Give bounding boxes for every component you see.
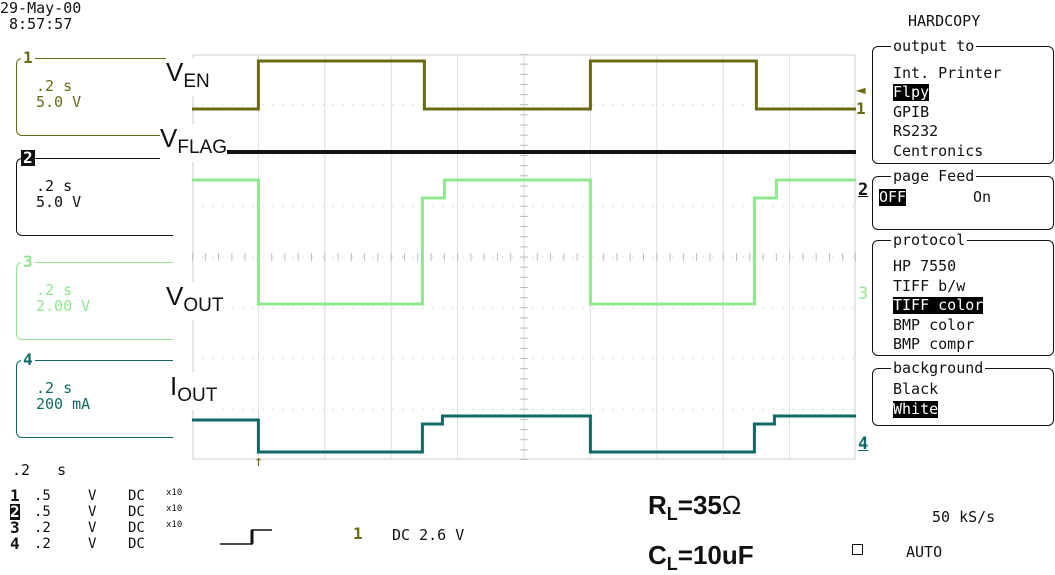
protocol-tiff-color[interactable]: TIFF color [893,296,984,314]
trace-marker-2: 2 [858,180,869,200]
channel-row-2-number: 2 [10,502,20,521]
trigger-channel: 1 [353,524,363,543]
channel-2-box[interactable]: 2 .2 s 5.0 V [16,150,173,236]
output-to-group: output to Int. Printer Flpy GPIB RS232 C… [872,37,1054,164]
acquisition-mode: AUTO [906,543,943,561]
trace-marker-1: ◄ 1 [856,80,866,118]
cl-annotation: CL=10uF [648,540,754,574]
background-white[interactable]: White [893,400,939,418]
channel-row-1-coupling: DC [128,488,145,504]
channel-2-scale: 5.0 V [36,193,82,211]
channel-row-3-volts: .2 [34,520,51,536]
channel-row-1-probe: x10 [166,488,183,498]
channel-2-number: 2 [21,148,35,167]
protocol-hp7550[interactable]: HP 7550 [893,257,957,275]
trigger-position-arrow: ↑ [254,452,264,470]
output-to-title: output to [891,37,977,55]
time-text: 8:57:57 [9,15,73,33]
protocol-title: protocol [891,231,968,249]
trace-marker-4: 4 [858,434,869,454]
trigger-level: DC 2.6 V [392,526,465,544]
iout-label: IOUT [170,372,218,410]
page-feed-off[interactable]: OFF [879,188,907,206]
ch3-trace [192,178,856,306]
timestamp: 29-May-00 8:57:57 [0,0,1055,32]
background-black[interactable]: Black [893,380,939,398]
channel-row-4-number: 4 [10,534,20,553]
menu-item-int-printer[interactable]: Int. Printer [893,64,1002,82]
channel-row-2-coupling: DC [128,504,145,520]
menu-item-gpib[interactable]: GPIB [893,103,930,121]
menu-item-flpy[interactable]: Flpy [893,83,930,101]
channel-3-box[interactable]: 3 .2 s 2.00 V [16,254,173,340]
channel-4-timebase: .2 s [36,379,73,397]
auto-mode-checkbox[interactable] [852,544,863,555]
channel-row-3-probe: x10 [166,520,183,530]
trace-marker-3: 3 [858,284,869,304]
protocol-tiff-bw[interactable]: TIFF b/w [893,277,966,295]
graticule [192,54,856,460]
channel-row-4-coupling: DC [128,536,145,552]
channel-row-2-probe: x10 [166,504,183,514]
menu-item-rs232[interactable]: RS232 [893,122,939,140]
date-text: 29-May-00 [0,0,82,17]
channel-3-number: 3 [21,252,35,271]
channel-4-number: 4 [21,350,35,369]
channel-row-1-unit: V [88,488,97,504]
channel-2-timebase: .2 s [36,177,73,195]
background-title: background [891,359,986,377]
protocol-bmp-compr[interactable]: BMP compr [893,335,975,353]
channel-row-4-volts: .2 [34,536,51,552]
timebase-readout: .2 s [12,461,67,479]
channel-1-scale: 5.0 V [36,93,82,111]
rl-annotation: RL=35Ω [648,490,742,524]
page-feed-group: page Feed OFF On [872,167,1054,230]
channel-4-box[interactable]: 4 .2 s 200 mA [16,352,173,438]
channel-row-1-volts: .5 [34,488,51,504]
sample-rate: 50 kS/s [932,508,996,526]
channel-row-3-unit: V [88,520,97,536]
ven-label: VEN [166,58,210,96]
trigger-edge-icon [220,529,272,545]
channel-row-2-volts: .5 [34,504,51,520]
protocol-bmp-color[interactable]: BMP color [893,316,975,334]
channel-row-3-number: 3 [10,518,20,537]
page-feed-on[interactable]: On [973,188,992,206]
channel-1-box[interactable]: 1 .2 s 5.0 V [16,50,173,136]
ch4-trace [192,414,856,454]
waveform-traces [192,59,856,454]
page-feed-title: page Feed [891,167,977,185]
channel-4-scale: 200 mA [36,395,91,413]
channel-row-4-unit: V [88,536,97,552]
channel-row-2-unit: V [88,504,97,520]
ch1-trace [192,59,856,111]
channel-1-number: 1 [21,48,35,67]
vflag-label: VFLAG [160,124,227,162]
vout-label: VOUT [166,282,224,320]
channel-3-scale: 2.00 V [36,297,91,315]
hardcopy-title: HARDCOPY [908,12,981,30]
channel-1-timebase: .2 s [36,77,73,95]
protocol-group: protocol HP 7550 TIFF b/w TIFF color BMP… [872,231,1054,356]
menu-item-centronics[interactable]: Centronics [893,142,984,160]
channel-3-timebase: .2 s [36,281,73,299]
waveform-display [192,54,856,460]
background-group: background Black White [872,359,1054,426]
channel-row-3-coupling: DC [128,520,145,536]
channel-row-1-number: 1 [10,486,20,505]
